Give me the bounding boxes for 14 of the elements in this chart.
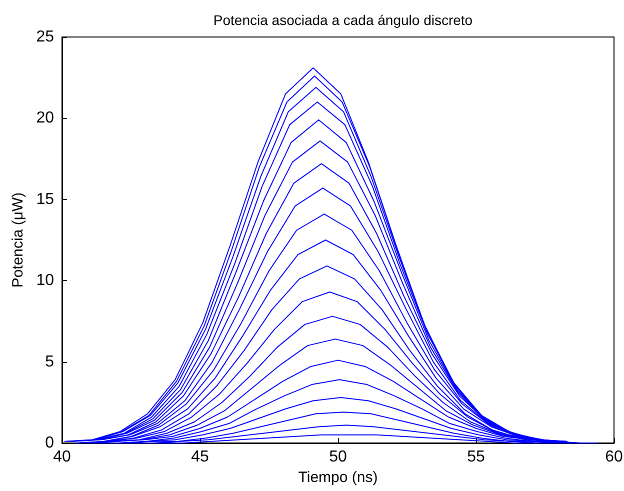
x-tick-label: 50 bbox=[329, 448, 347, 466]
y-axis-title: Potencia (μW) bbox=[9, 192, 26, 288]
x-tick-label: 45 bbox=[191, 448, 209, 466]
chart-title: Potencia asociada a cada ángulo discreto bbox=[213, 12, 473, 28]
y-tick-label: 10 bbox=[36, 272, 54, 290]
y-tick-label: 0 bbox=[45, 434, 54, 452]
y-tick-label: 25 bbox=[36, 28, 54, 46]
y-tick-label: 15 bbox=[36, 190, 54, 208]
x-axis-title: Tiempo (ns) bbox=[298, 468, 378, 486]
x-tick-label: 55 bbox=[467, 448, 485, 466]
y-tick-label: 5 bbox=[45, 353, 54, 370]
y-tick-label: 20 bbox=[36, 110, 54, 127]
x-tick-label: 60 bbox=[605, 448, 623, 466]
x-tick-label: 40 bbox=[53, 448, 71, 466]
